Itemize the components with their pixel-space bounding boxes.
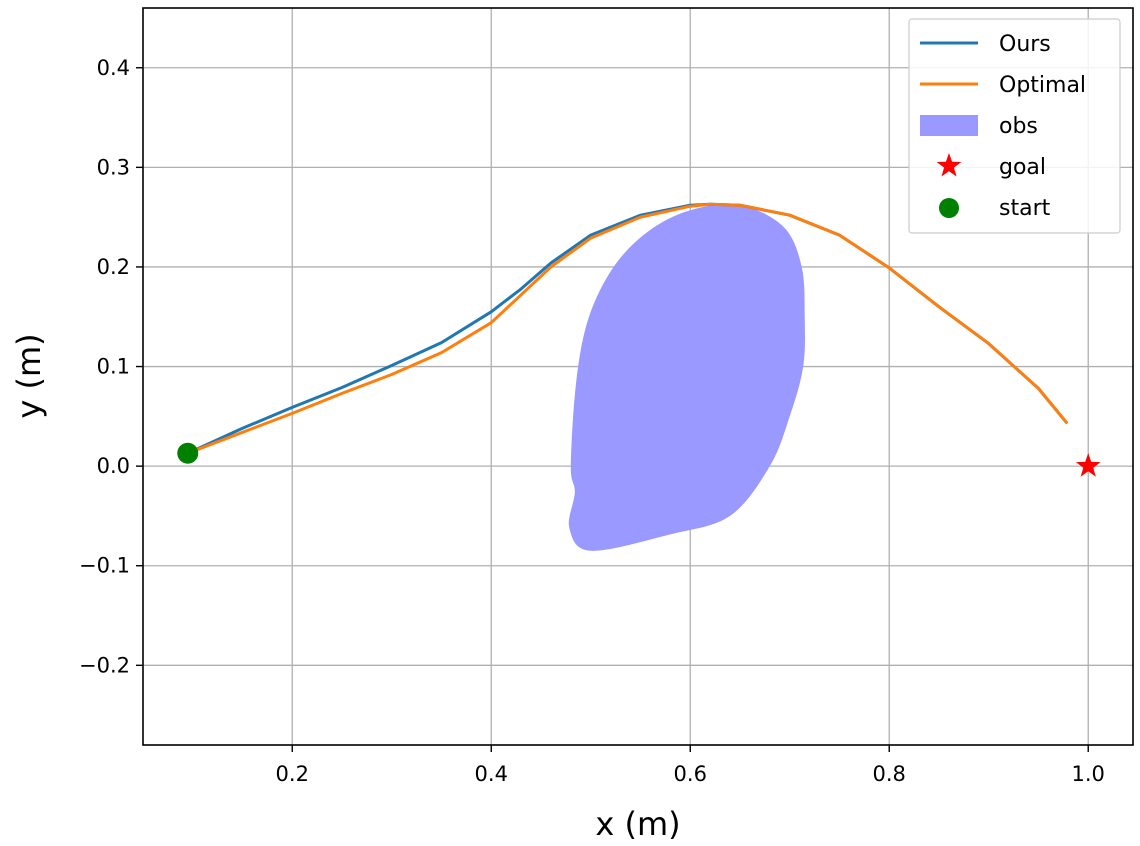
legend-swatch-obs <box>920 115 978 136</box>
y-tick-label: 0.0 <box>97 454 130 478</box>
legend-label-obs: obs <box>999 114 1038 139</box>
legend-label-ours: Ours <box>999 32 1051 57</box>
goal-star-marker <box>1075 453 1101 477</box>
plot-frame <box>142 7 1134 746</box>
y-tick-label: 0.3 <box>97 155 130 179</box>
legend-label-start: start <box>999 196 1051 221</box>
legend-start-dot-icon <box>939 198 959 218</box>
y-tick-label: 0.2 <box>97 255 130 279</box>
y-tick-label: −0.2 <box>79 653 130 677</box>
x-tick-label: 0.2 <box>276 762 309 786</box>
x-tick-label: 1.0 <box>1072 762 1105 786</box>
x-tick-label: 0.6 <box>674 762 707 786</box>
legend-frame <box>908 18 1121 234</box>
legend-goal-star-icon <box>936 153 962 177</box>
ticks: 0.2 0.4 0.6 0.8 1.0 −0.2 −0.1 0.0 0.1 0.2 0.3 0.4 <box>79 56 1105 786</box>
series-line-optimal <box>186 202 1068 455</box>
x-tick-label: 0.8 <box>873 762 906 786</box>
obstacle-layer <box>568 204 805 551</box>
x-axis-title: x (m) <box>595 805 680 843</box>
x-tick-label: 0.4 <box>475 762 508 786</box>
series-layer <box>186 202 1068 455</box>
y-axis-title: y (m) <box>10 333 48 418</box>
y-tick-label: 0.1 <box>97 355 130 379</box>
legend-label-optimal: Optimal <box>999 73 1086 98</box>
y-tick-label: −0.1 <box>79 554 130 578</box>
obstacle-ellipse <box>568 204 805 551</box>
start-dot-marker <box>177 442 199 464</box>
y-tick-label: 0.4 <box>97 56 130 80</box>
marker-layer <box>177 442 1101 477</box>
legend-label-goal: goal <box>999 155 1046 180</box>
legend: Ours Optimal obs goal start <box>908 18 1121 234</box>
